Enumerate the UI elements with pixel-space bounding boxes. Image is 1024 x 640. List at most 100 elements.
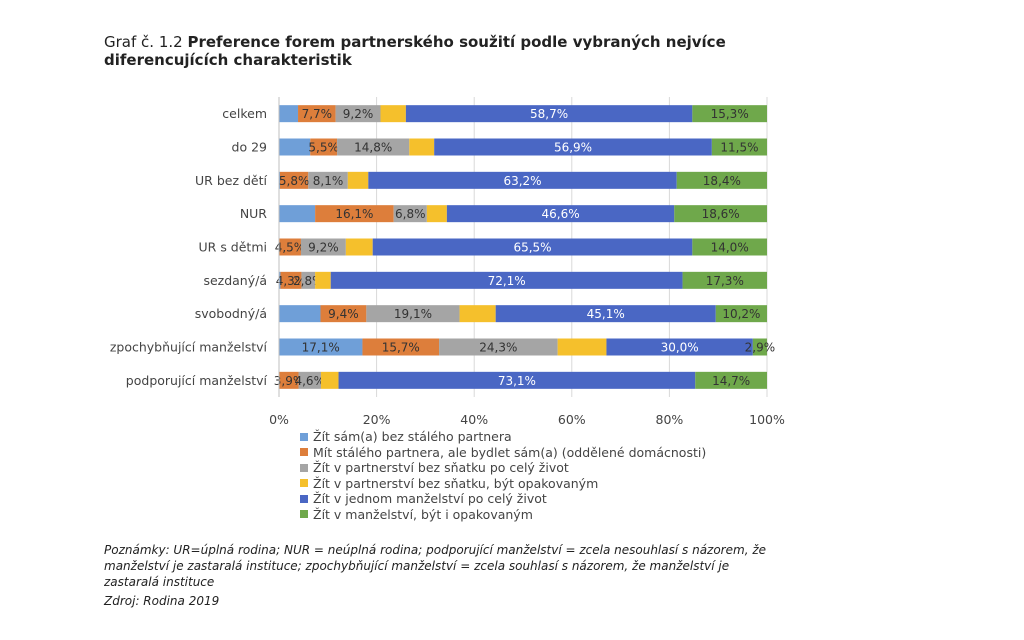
bar-segment — [366, 305, 460, 323]
bar-segment — [692, 238, 767, 256]
bar-segment — [337, 138, 410, 156]
bar-segment — [674, 205, 767, 223]
data-label: 63,2% — [503, 174, 541, 188]
bar-segment — [279, 138, 311, 156]
bar-segment — [557, 338, 607, 356]
bar-segment — [279, 171, 309, 189]
category-label: podporující manželství — [126, 373, 268, 388]
data-label: 14,0% — [711, 241, 749, 255]
bar-segment — [315, 205, 394, 223]
legend-swatch — [300, 432, 308, 441]
legend-swatch — [300, 479, 308, 488]
data-label: 9,2% — [343, 107, 374, 121]
category-label: svobodný/á — [195, 306, 267, 321]
data-label: 58,7% — [530, 107, 568, 121]
bar-segment — [711, 138, 767, 156]
legend-item: Mít stálého partnera, ale bydlet sám(a) … — [300, 445, 706, 461]
figure-title-text: Preference forem partnerského soužití po… — [104, 33, 726, 69]
bar-segment — [368, 171, 677, 189]
legend-swatch — [300, 510, 308, 519]
notes-text: Poznámky: UR=úplná rodina; NUR = neúplná… — [104, 543, 766, 589]
bar-segment — [300, 238, 346, 256]
bar-segment — [752, 338, 767, 356]
bar-segment — [695, 371, 767, 389]
bar-segment — [320, 305, 367, 323]
data-label: 2,9% — [745, 341, 776, 355]
category-label: UR s dětmi — [199, 240, 267, 255]
bar-segment — [279, 105, 299, 123]
data-label: 9,2% — [308, 241, 339, 255]
bar-segment — [459, 305, 496, 323]
data-label: 8,1% — [313, 174, 344, 188]
bar-segment — [606, 338, 753, 356]
data-label: 4,5% — [275, 241, 306, 255]
data-label: 6,8% — [395, 207, 426, 221]
x-tick-label: 80% — [656, 412, 684, 427]
data-label: 46,6% — [542, 207, 580, 221]
x-tick-label: 100% — [749, 412, 785, 427]
legend-label: Žít v partnerství bez sňatku po celý živ… — [313, 460, 569, 476]
data-label: 7,7% — [302, 107, 333, 121]
data-label: 16,1% — [335, 207, 373, 221]
legend-swatch — [300, 494, 308, 503]
data-label: 15,7% — [382, 341, 420, 355]
bar-segment — [338, 371, 696, 389]
bar-segment — [279, 238, 301, 256]
legend-item: Žít v manželství, být i opakovaným — [300, 507, 706, 523]
bar-segment — [279, 371, 299, 389]
data-label: 56,9% — [554, 141, 592, 155]
bar-segment — [409, 138, 435, 156]
chart-legend: Žít sám(a) bez stálého partnera Mít stálé… — [300, 429, 706, 522]
data-label: 65,5% — [513, 241, 551, 255]
bar-segment — [330, 271, 683, 289]
bar-segment — [715, 305, 767, 323]
legend-swatch — [300, 448, 308, 457]
data-label: 4,6% — [294, 374, 325, 388]
bar-segment — [405, 105, 693, 123]
bar-segment — [393, 205, 427, 223]
stacked-bar-chart: 0% 20% 40% 60% 80% 100% celkem 7,7% 9,2% 58,7% 15,… — [110, 97, 785, 427]
data-label: 73,1% — [498, 374, 536, 388]
bar-segment — [320, 371, 339, 389]
bar-segment — [446, 205, 675, 223]
data-label: 18,6% — [702, 207, 740, 221]
x-tick-label: 0% — [269, 412, 289, 427]
data-label: 17,1% — [302, 341, 340, 355]
bar-segment — [279, 338, 363, 356]
data-label: 17,3% — [706, 274, 744, 288]
data-label: 14,7% — [712, 374, 750, 388]
data-label: 11,5% — [720, 141, 758, 155]
bar-segment — [434, 138, 712, 156]
bar-segment — [301, 271, 316, 289]
bar-segment — [347, 171, 369, 189]
category-label: sezdaný/á — [203, 273, 267, 288]
legend-item: Žít v jednom manželství po celý život — [300, 491, 706, 507]
chart-title: Graf č. 1.2 Preference forem partnerskéh… — [104, 33, 784, 69]
legend-label: Mít stálého partnera, ale bydlet sám(a) … — [313, 444, 707, 460]
bar-segment — [345, 238, 373, 256]
legend-item: Žít v partnerství bez sňatku po celý živ… — [300, 460, 706, 476]
data-label: 24,3% — [479, 341, 517, 355]
legend-label: Žít v partnerství bez sňatku, být opakov… — [313, 475, 599, 491]
data-label: 19,1% — [394, 307, 432, 321]
legend-label: Žít v manželství, být i opakovaným — [313, 506, 533, 522]
figure-number: Graf č. 1.2 — [104, 33, 183, 51]
data-label: 5,8% — [279, 174, 310, 188]
bar-segment — [692, 105, 767, 123]
data-label: 10,2% — [722, 307, 760, 321]
bar-segment — [380, 105, 406, 123]
bar-segment — [315, 271, 331, 289]
data-label: 72,1% — [488, 274, 526, 288]
bar-segment — [280, 271, 302, 289]
data-label: 5,5% — [308, 141, 339, 155]
data-label: 4,3% — [276, 274, 307, 288]
data-label: 30,0% — [661, 341, 699, 355]
bar-segment — [310, 138, 338, 156]
source-text: Zdroj: Rodina 2019 — [104, 594, 220, 608]
data-label: 15,3% — [711, 107, 749, 121]
data-label: 9,4% — [328, 307, 359, 321]
data-label: 14,8% — [354, 141, 392, 155]
x-tick-label: 60% — [558, 412, 586, 427]
bar-segment — [279, 305, 321, 323]
bar-segment — [682, 271, 767, 289]
